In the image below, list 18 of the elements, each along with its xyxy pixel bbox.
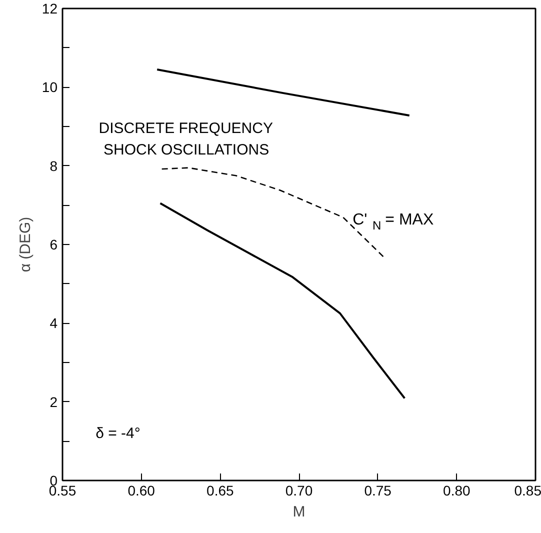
series-label: C'N = MAX [352,212,434,233]
x-tick-label: 0.80 [443,482,471,498]
x-tick-label: 0.65 [206,482,234,498]
x-axis-title: M [292,504,306,520]
y-tick-label: 12 [42,0,58,16]
x-tick-label: 0.75 [364,482,392,498]
y-axis-title: α (DEG) [16,216,34,272]
y-tick-label: 2 [50,394,58,410]
x-tick-label: 0.85 [514,482,541,498]
x-tick-label: 0.70 [285,482,313,498]
line-series [161,167,385,258]
y-tick-label: 6 [50,236,58,252]
x-tick-label: 0.60 [128,482,156,498]
annotation: DISCRETE FREQUENCY SHOCK OSCILLATIONS [98,120,273,159]
y-tick-label: 4 [50,315,58,332]
annotation: δ = -4° [96,424,140,442]
y-tick-label: 8 [50,158,58,174]
y-tick-label: 10 [42,79,58,96]
